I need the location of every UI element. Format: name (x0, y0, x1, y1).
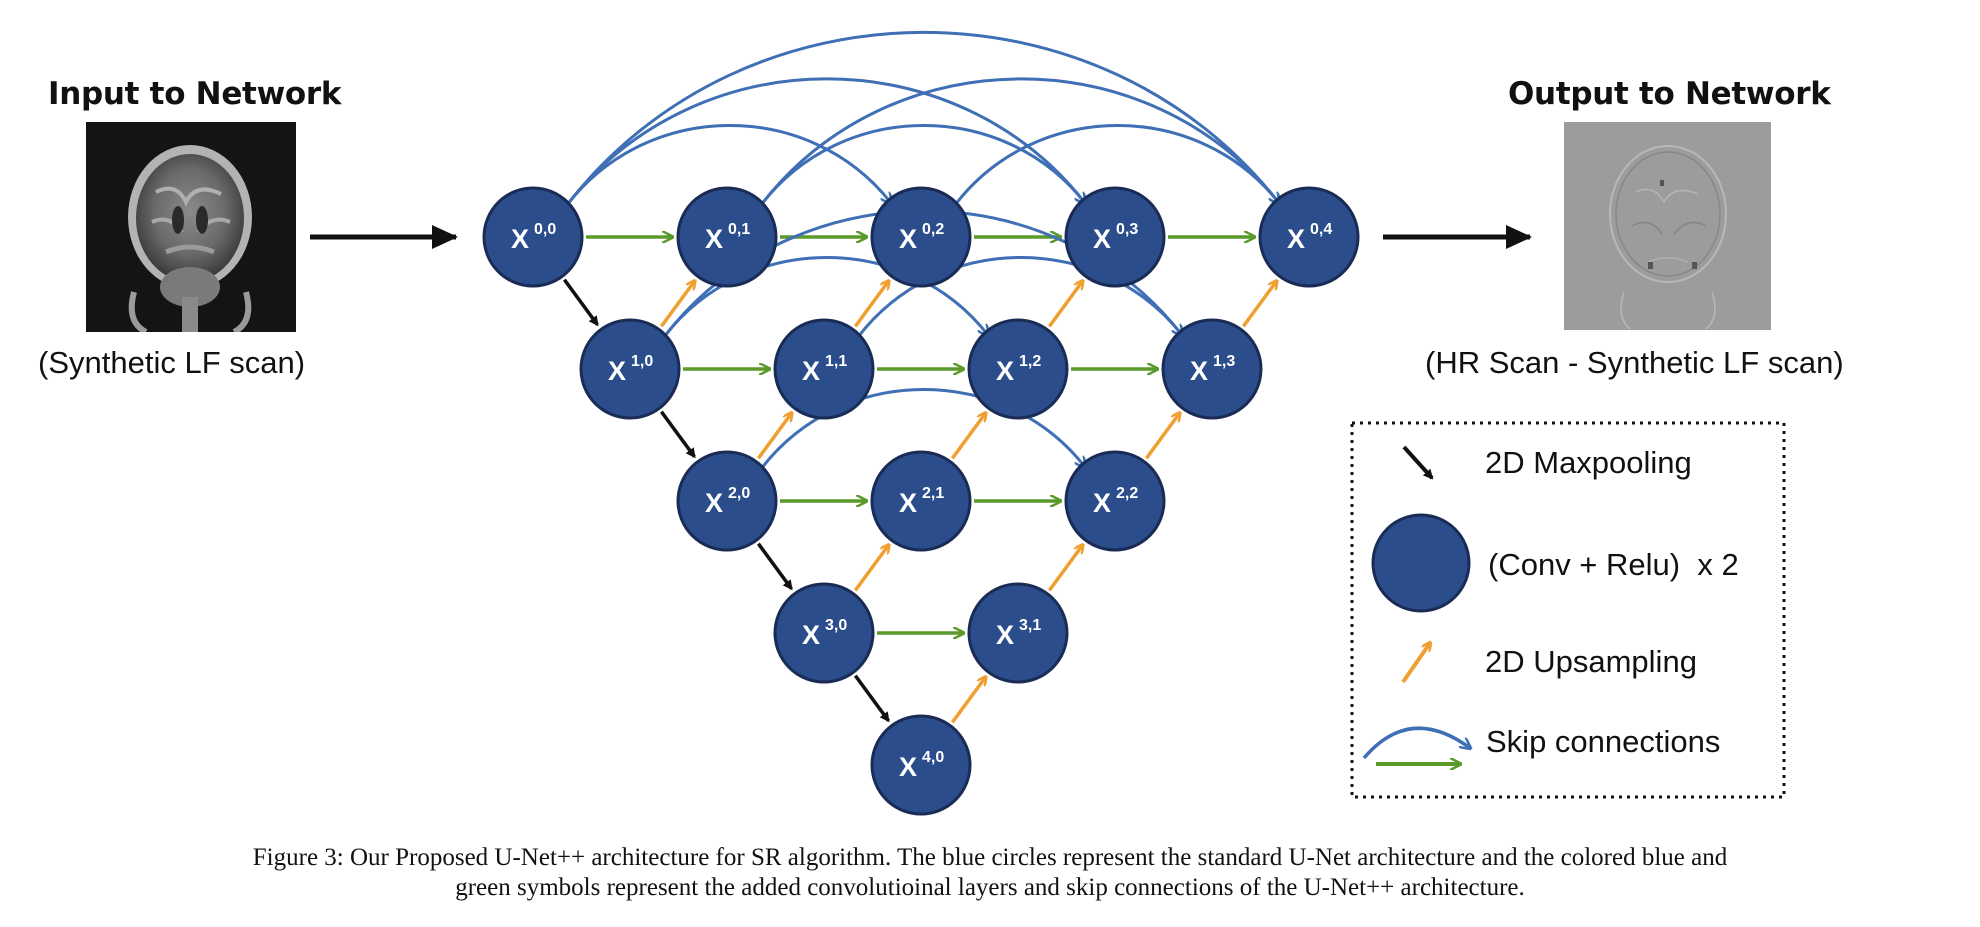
node-index: 1,3 (1213, 353, 1235, 370)
upsample-arrow-1-0 (659, 281, 694, 328)
node-x-0-0: X 0,0 (482, 186, 584, 288)
node-index: 0,0 (534, 221, 556, 238)
upsample-arrow-2-0 (756, 413, 791, 460)
node-index: 0,4 (1310, 221, 1332, 238)
upsample-arrow-1-3 (1241, 281, 1276, 328)
upsample-arrow-1-1 (853, 281, 888, 328)
legend-conv-label: (Conv + Relu) x 2 (1488, 547, 1739, 582)
input-title: Input to Network (48, 76, 342, 112)
legend-skip-label: Skip connections (1486, 724, 1720, 759)
upsample-arrow-2-1 (950, 413, 985, 460)
legend-box (1350, 421, 1786, 799)
legend-skip-blue-icon (1362, 726, 1470, 760)
node-x-2-1: X 2,1 (870, 450, 972, 552)
node-x-0-1: X 0,1 (676, 186, 778, 288)
node-circle (676, 186, 778, 288)
node-index: 4,0 (922, 749, 944, 766)
node-circle (773, 582, 875, 684)
node-circle (579, 318, 681, 420)
figure-caption: Figure 3: Our Proposed U-Net++ architect… (40, 843, 1940, 903)
node-circle (1161, 318, 1263, 420)
node-x-3-0: X 3,0 (773, 582, 875, 684)
node-index: 2,2 (1116, 485, 1138, 502)
node-circle (773, 318, 875, 420)
node-index: 0,3 (1116, 221, 1138, 238)
node-circle (1258, 186, 1360, 288)
node-circle (967, 582, 1069, 684)
long-skip-arc-0-2-to-4 (953, 124, 1279, 205)
node-circle (870, 450, 972, 552)
legend-upsample-icon (1401, 643, 1430, 684)
long-skip-arc-1-1-to-3 (856, 256, 1182, 337)
node-circle (870, 186, 972, 288)
maxpool-arrow-3-0 (853, 674, 890, 723)
long-skip-arc-2-0-to-2 (759, 388, 1085, 469)
node-circle (967, 318, 1069, 420)
legend-maxpool-icon (1402, 445, 1434, 480)
node-x-1-0: X 1,0 (579, 318, 681, 420)
maxpool-arrow-2-0 (756, 542, 793, 591)
node-x-4-0: X 4,0 (870, 714, 972, 816)
output-residual-scan-image (1564, 122, 1771, 330)
node-x-1-3: X 1,3 (1161, 318, 1263, 420)
node-x-1-2: X 1,2 (967, 318, 1069, 420)
node-index: 1,2 (1019, 353, 1041, 370)
output-subtitle: (HR Scan - Synthetic LF scan) (1425, 345, 1844, 380)
input-subtitle: (Synthetic LF scan) (38, 345, 306, 380)
node-circle (482, 186, 584, 288)
long-skip-arc-0-1-to-3 (759, 124, 1085, 205)
maxpool-arrow-0-0 (562, 278, 599, 327)
unet-plus-plus-diagram: X 0,0 X 0,1 X 0,2 X 0,3 X 0,4 X 1,0 X 1,1 X 1,2 X 1,3 X 2,0… (310, 31, 1786, 816)
node-x-1-1: X 1,1 (773, 318, 875, 420)
legend-conv-icon (1371, 513, 1471, 613)
node-label: X 3,1 (996, 617, 1041, 650)
caption-line-1: Figure 3: Our Proposed U-Net++ architect… (252, 844, 1728, 871)
node-circle (1064, 186, 1166, 288)
node-index: 1,1 (825, 353, 847, 370)
upsample-arrow-3-0 (853, 545, 888, 592)
input-mri-scan-image (86, 122, 296, 332)
long-skip-arc-1-0-to-2 (662, 256, 988, 337)
maxpool-arrow-1-0 (659, 410, 696, 459)
upsample-arrow-3-1 (1047, 545, 1082, 592)
upsample-arrow-2-2 (1144, 413, 1179, 460)
node-index: 2,0 (728, 485, 750, 502)
node-index: 3,0 (825, 617, 847, 634)
long-skip-arc-0-0-to-3 (565, 77, 1085, 205)
output-title: Output to Network (1508, 76, 1831, 112)
node-x-2-2: X 2,2 (1064, 450, 1166, 552)
node-circle (1064, 450, 1166, 552)
node-circle (870, 714, 972, 816)
node-index: 3,1 (1019, 617, 1041, 634)
node-x-0-4: X 0,4 (1258, 186, 1360, 288)
node-x-2-0: X 2,0 (676, 450, 778, 552)
node-index: 2,1 (922, 485, 944, 502)
caption-line-2: green symbols represent the added convol… (455, 874, 1525, 901)
long-skip-arc-0-0-to-2 (565, 124, 891, 205)
node-x-3-1: X 3,1 (967, 582, 1069, 684)
long-skip-arc-0-0-to-4 (565, 31, 1279, 205)
node-x-0-3: X 0,3 (1064, 186, 1166, 288)
node-label: X 2,2 (1093, 485, 1138, 518)
node-label: X 1,3 (1190, 353, 1235, 386)
legend-upsample-label: 2D Upsampling (1485, 644, 1697, 679)
legend-maxpool-label: 2D Maxpooling (1485, 445, 1692, 480)
node-index: 0,2 (922, 221, 944, 238)
upsample-arrow-1-2 (1047, 281, 1082, 328)
node-x-0-2: X 0,2 (870, 186, 972, 288)
upsample-arrow-4-0 (950, 677, 985, 724)
long-skip-arc-0-1-to-4 (759, 77, 1279, 205)
node-index: 1,0 (631, 353, 653, 370)
node-circle (676, 450, 778, 552)
node-index: 0,1 (728, 221, 750, 238)
